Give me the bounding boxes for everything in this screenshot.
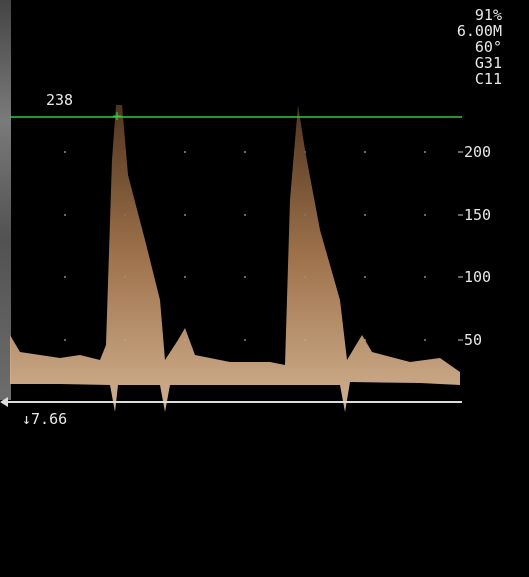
side-image-strip xyxy=(0,0,11,400)
grid-dot xyxy=(424,276,426,278)
grid-dot xyxy=(364,151,366,153)
cursor-marker: + xyxy=(112,107,121,125)
doppler-screen: + 238 ↓7.66 20015010050 91%6.00M60°G31C1… xyxy=(0,0,529,577)
grid-dot xyxy=(64,151,66,153)
scale-label: 50 xyxy=(464,331,482,349)
grid-dot xyxy=(244,339,246,341)
header-line: C11 xyxy=(475,70,502,88)
cursor-label: 238 xyxy=(46,91,73,109)
grid-dot xyxy=(424,151,426,153)
grid-dot xyxy=(184,276,186,278)
baseline-label: ↓7.66 xyxy=(22,410,67,428)
grid-dot xyxy=(184,214,186,216)
grid-dot xyxy=(244,276,246,278)
scale-label: 100 xyxy=(464,268,491,286)
scale-label: 200 xyxy=(464,143,491,161)
scale-label: 150 xyxy=(464,206,491,224)
grid-dot xyxy=(424,339,426,341)
grid-dot xyxy=(364,276,366,278)
grid-dot xyxy=(244,214,246,216)
grid-dot xyxy=(424,214,426,216)
background xyxy=(0,0,529,577)
grid-dot xyxy=(184,151,186,153)
grid-dot xyxy=(64,276,66,278)
grid-dot xyxy=(244,151,246,153)
grid-dot xyxy=(364,214,366,216)
grid-dot xyxy=(64,339,66,341)
grid-dot xyxy=(64,214,66,216)
